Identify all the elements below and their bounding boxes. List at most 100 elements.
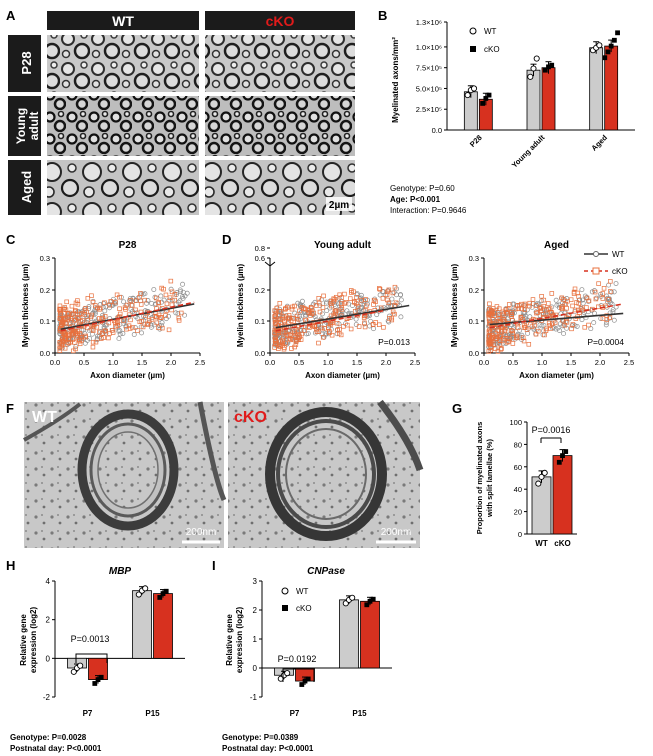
scatter-point-cko <box>64 321 69 326</box>
data-point-cko <box>556 459 562 465</box>
scatter-point-cko <box>384 292 390 297</box>
scatter-point-wt <box>579 287 585 293</box>
header-cko-bar <box>205 11 355 30</box>
scatter-point-cko <box>538 308 544 313</box>
scatter-point-cko <box>113 299 118 305</box>
scatter-point-cko <box>596 281 601 286</box>
scatter-point-wt <box>177 298 183 304</box>
scatter-point-cko <box>516 303 522 308</box>
scatter-point-cko <box>496 328 502 334</box>
scatter-point-cko <box>90 299 96 305</box>
y-tick-label: 1 <box>253 635 258 644</box>
scatter-point-cko <box>57 303 63 309</box>
scatter-point-cko <box>592 289 598 295</box>
scatter-point-cko <box>327 329 332 334</box>
scatter-point-cko <box>77 331 83 337</box>
scatter-point-cko <box>124 302 130 308</box>
scatter-point-cko <box>513 335 519 341</box>
scatter-point-wt <box>123 323 129 329</box>
scatter-point-cko <box>286 312 292 318</box>
scatter-point-wt <box>519 332 525 338</box>
data-point-cko <box>305 676 311 682</box>
y-tick-label: 0.6 <box>255 254 265 263</box>
y-tick-label: 4 <box>46 577 51 586</box>
scatter-point-cko <box>510 328 515 334</box>
scatter-point-cko <box>314 303 319 308</box>
fit-line-cko <box>60 301 195 332</box>
scatter-point-cko <box>280 338 285 343</box>
scatter-point-cko <box>76 315 81 321</box>
header-wt-bar <box>47 11 199 30</box>
scatter-point-cko <box>584 305 589 310</box>
row-label-young-bar <box>8 96 41 156</box>
scatter-point-cko <box>342 291 347 297</box>
scatter-point-cko <box>296 337 302 343</box>
row-label-aged: Aged <box>19 171 34 204</box>
bar <box>589 47 604 131</box>
x-tick-label: 2.5 <box>195 358 205 367</box>
scatter-point-cko <box>522 303 528 309</box>
scatter-point-cko <box>392 311 397 317</box>
scatter-point-cko <box>600 296 606 301</box>
y-tick-label: 0.1 <box>40 317 50 326</box>
fit-line-cko <box>275 309 387 332</box>
data-point-cko <box>367 598 373 604</box>
scatter-point-cko <box>273 313 278 318</box>
scatter-point-wt <box>106 305 112 311</box>
scatter-point-cko <box>176 315 182 321</box>
scatter-point-cko <box>292 303 297 309</box>
em-wt-young <box>47 96 199 156</box>
scatter-point-wt <box>178 289 183 295</box>
scatter-point-cko <box>89 293 94 298</box>
scatter-point-cko <box>92 303 98 308</box>
y-tick-label: 60 <box>514 463 522 472</box>
scatter-point-cko <box>530 297 536 302</box>
significance-bracket <box>282 668 315 682</box>
scatter-point-cko <box>272 330 277 335</box>
em-wt-aged <box>47 160 199 215</box>
legend-cko-label: cKO <box>296 604 312 613</box>
bar <box>541 67 556 131</box>
scatter-point-cko <box>308 313 313 318</box>
data-point-wt <box>470 85 478 92</box>
scatter-point-cko <box>172 297 177 303</box>
legend-wt-label: WT <box>296 587 309 596</box>
scatter-point-cko <box>102 300 107 305</box>
x-axis-label: Axon diameter (µm) <box>305 371 380 380</box>
scatter-point-wt <box>139 330 144 336</box>
scatter-point-cko <box>140 324 146 330</box>
scatter-point-cko <box>570 322 576 327</box>
significance-bracket <box>75 653 108 663</box>
scatter-point-cko <box>568 297 574 302</box>
data-point-wt <box>596 42 603 49</box>
scatter-point-cko <box>385 297 390 303</box>
scatter-point-wt <box>398 292 403 298</box>
p-value: P=0.0013 <box>71 634 110 644</box>
scatter-point-cko <box>291 333 297 339</box>
label-f-wt: WT <box>32 409 57 426</box>
legend-cko-marker <box>470 46 476 52</box>
x-tick-label: 2.5 <box>410 358 420 367</box>
data-point-wt <box>538 473 545 480</box>
data-point-cko <box>302 678 308 684</box>
scatter-point-cko <box>506 339 511 344</box>
header-wt: WT <box>112 13 134 29</box>
scatter-point-cko <box>339 307 345 312</box>
scatter-point-cko <box>75 298 80 303</box>
scatter-point-cko <box>75 315 80 320</box>
scatter-point-cko <box>135 328 140 333</box>
scatter-point-cko <box>272 314 277 319</box>
scatter-point-cko <box>328 301 334 306</box>
scatter-point-cko <box>176 318 182 323</box>
fit-line-wt <box>275 304 410 329</box>
y-tick-label: 2.5×10⁵ <box>416 105 442 114</box>
scatter-point-cko <box>272 335 278 341</box>
scatter-point-wt <box>161 297 167 303</box>
scatter-point-cko <box>66 340 72 345</box>
scatter-point-cko <box>550 321 555 327</box>
data-point-cko <box>608 43 614 49</box>
scatter-point-cko <box>82 312 87 317</box>
scatter-point-cko <box>280 313 285 319</box>
scatter-point-cko <box>362 320 367 326</box>
scatter-point-wt <box>163 316 169 322</box>
